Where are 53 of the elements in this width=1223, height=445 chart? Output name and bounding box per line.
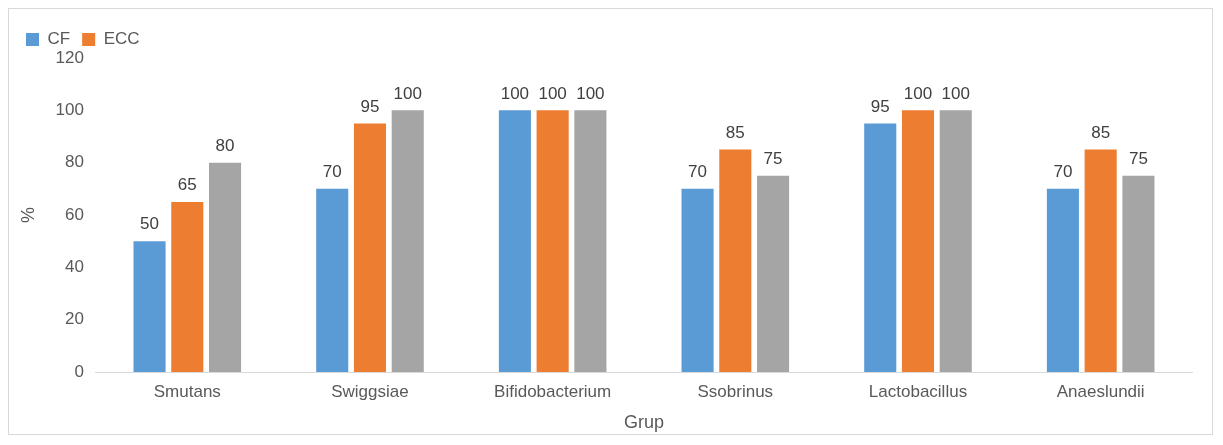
bar [1084,149,1117,372]
bar [133,241,166,372]
y-tick-label: 120 [55,47,84,67]
x-tick-label: Lactobacillus [868,381,968,401]
bar [901,110,935,372]
data-label: 85 [1091,122,1111,142]
bar [209,162,242,372]
bar [498,110,531,372]
data-label: 50 [140,214,160,234]
x-tick-label: Ssobrinus [697,381,774,401]
bar [316,188,349,372]
bar [681,188,714,372]
bar [757,175,790,372]
bar [719,149,752,372]
data-label: 100 [903,83,933,103]
x-tick-label: Anaeslundii [1056,381,1145,401]
x-tick-label: Bifidobacterium [494,381,612,401]
legend-label: CF [47,29,71,49]
data-label: 70 [1053,162,1073,182]
y-tick-label: 80 [65,152,84,172]
x-axis-title: Grup [623,412,664,433]
bar [1122,175,1155,372]
x-tick-label: Smutans [153,381,221,401]
data-label: 75 [1128,148,1148,168]
y-tick-label: 60 [65,204,84,224]
data-label: 100 [941,83,970,103]
data-label: 95 [360,96,380,116]
y-tick-label: 0 [74,361,84,381]
bar [391,110,424,372]
data-label: 80 [215,135,235,155]
y-tick-label: 100 [55,100,84,120]
bar [574,110,607,372]
y-tick-label: 40 [65,257,84,277]
data-label: 70 [688,162,708,182]
data-label: 85 [725,122,745,142]
bar [1046,188,1079,372]
data-label: 100 [576,83,605,103]
bar [536,110,569,372]
bar [939,110,972,372]
data-label: 95 [870,96,890,116]
bar [171,201,204,372]
data-label: 100 [500,83,530,103]
data-label: 70 [322,162,342,182]
y-tick-label: 20 [65,309,84,329]
data-label: 75 [763,148,783,168]
x-tick-label: Swiggsiae [331,381,409,401]
y-axis-title: % [17,206,38,224]
data-label: 100 [393,83,422,103]
bar [353,123,387,372]
data-label: 65 [177,175,197,195]
legend-label: ECC [103,29,140,49]
bar [864,123,897,372]
data-label: 100 [538,83,567,103]
